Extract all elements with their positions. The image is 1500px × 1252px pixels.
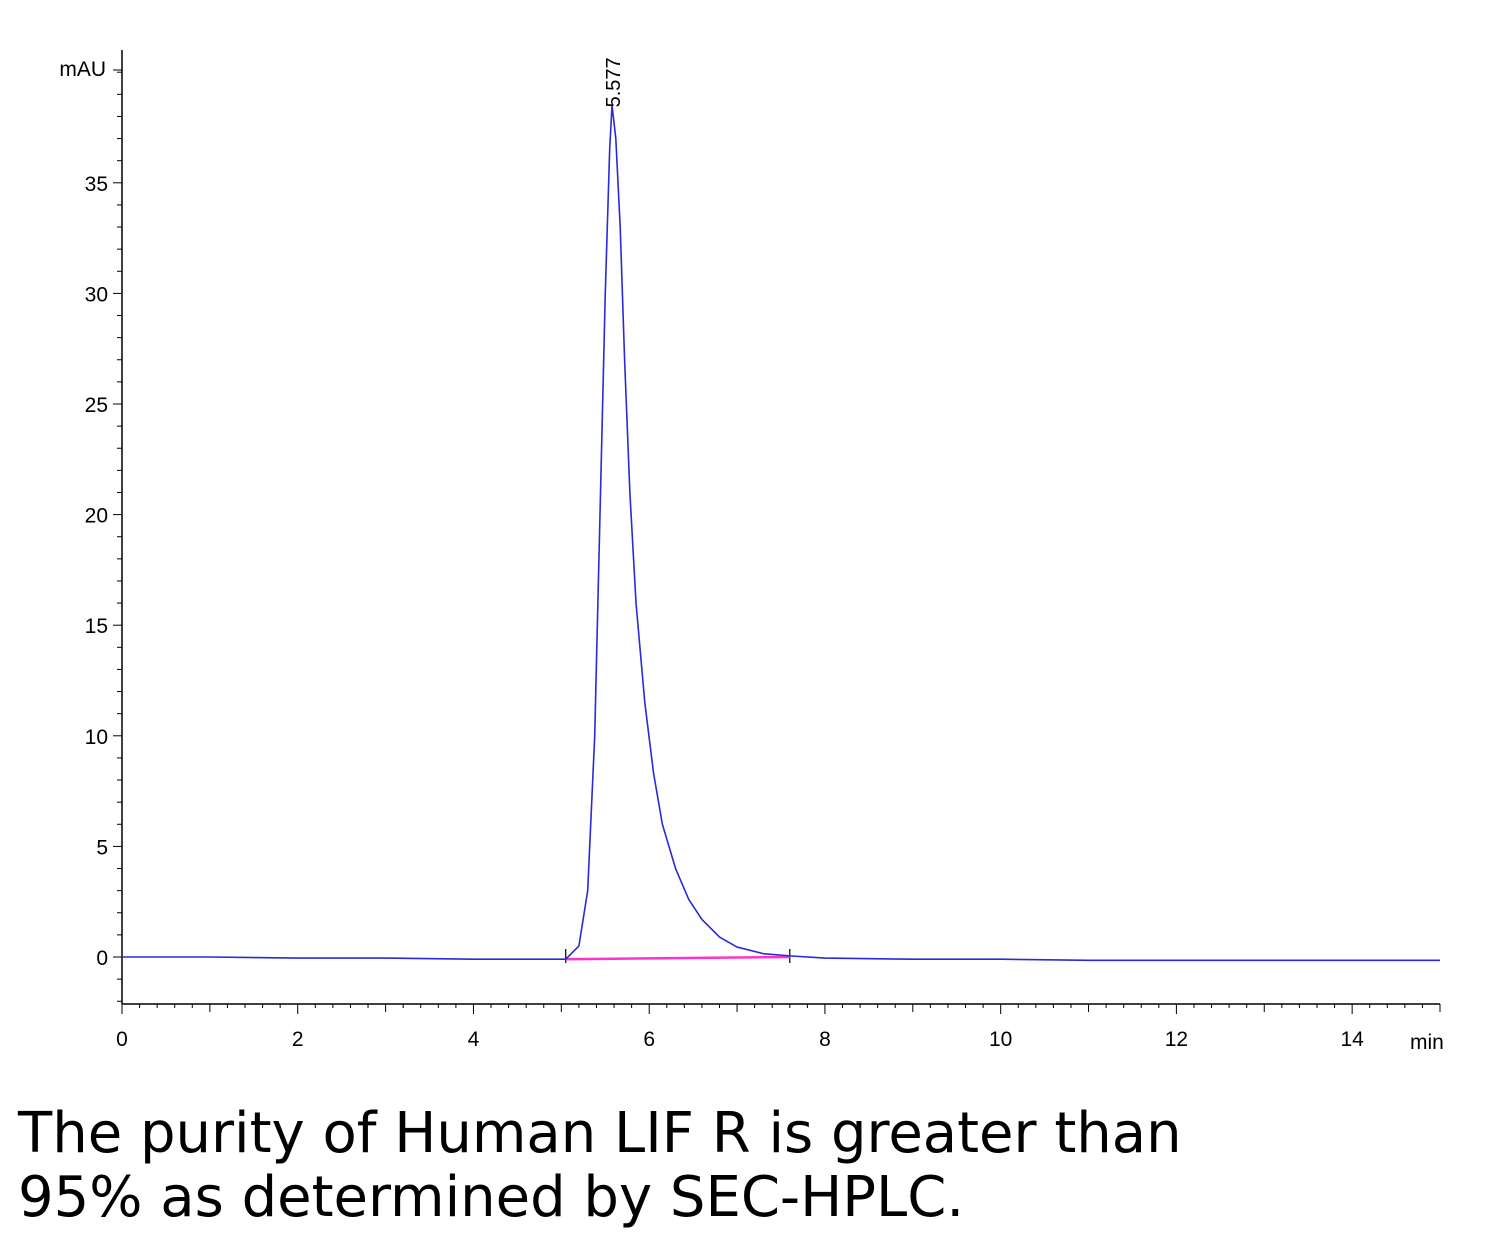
integration-baseline	[565, 955, 790, 961]
x-tick-label: 0	[116, 1028, 128, 1051]
y-tick-label: 5	[96, 836, 108, 859]
x-tick-label: 12	[1165, 1028, 1188, 1051]
chart-axes	[113, 50, 1441, 1014]
y-tick-label: 0	[96, 947, 108, 970]
chromatogram-chart: 0 5 10 15 20 25 30 35 mAU 0 2 4 6 8 10 12 14 min 5.577	[59, 50, 1444, 1054]
chromatogram-trace	[122, 104, 1440, 962]
x-tick-label: 8	[819, 1028, 831, 1051]
y-tick-label: 35	[85, 173, 108, 196]
y-tick-label: 30	[85, 283, 108, 306]
x-tick-label: 4	[468, 1028, 480, 1051]
caption-line-1: The purity of Human LIF R is greater tha…	[18, 1101, 1182, 1166]
figure-caption: The purity of Human LIF R is greater tha…	[18, 1102, 1478, 1230]
x-axis-unit-label: min	[1410, 1031, 1444, 1054]
x-tick-label: 6	[643, 1028, 655, 1051]
y-tick-label: 15	[85, 615, 108, 638]
caption-line-2: 95% as determined by SEC-HPLC.	[18, 1165, 965, 1230]
x-tick-label: 14	[1340, 1028, 1364, 1051]
y-axis-unit-label: mAU	[59, 58, 106, 81]
x-tick-label: 10	[989, 1028, 1012, 1051]
y-tick-label: 25	[85, 394, 108, 417]
chromatogram-series-layer	[122, 104, 1440, 962]
integration-baseline-layer	[565, 955, 790, 961]
peak-retention-time-label: 5.577	[603, 57, 625, 107]
chart-label-layer: 0 5 10 15 20 25 30 35 mAU 0 2 4 6 8 10 12 14 min 5.577	[59, 57, 1444, 1054]
y-tick-label: 10	[85, 726, 108, 749]
y-tick-label: 20	[85, 505, 108, 528]
x-tick-label: 2	[292, 1028, 304, 1051]
